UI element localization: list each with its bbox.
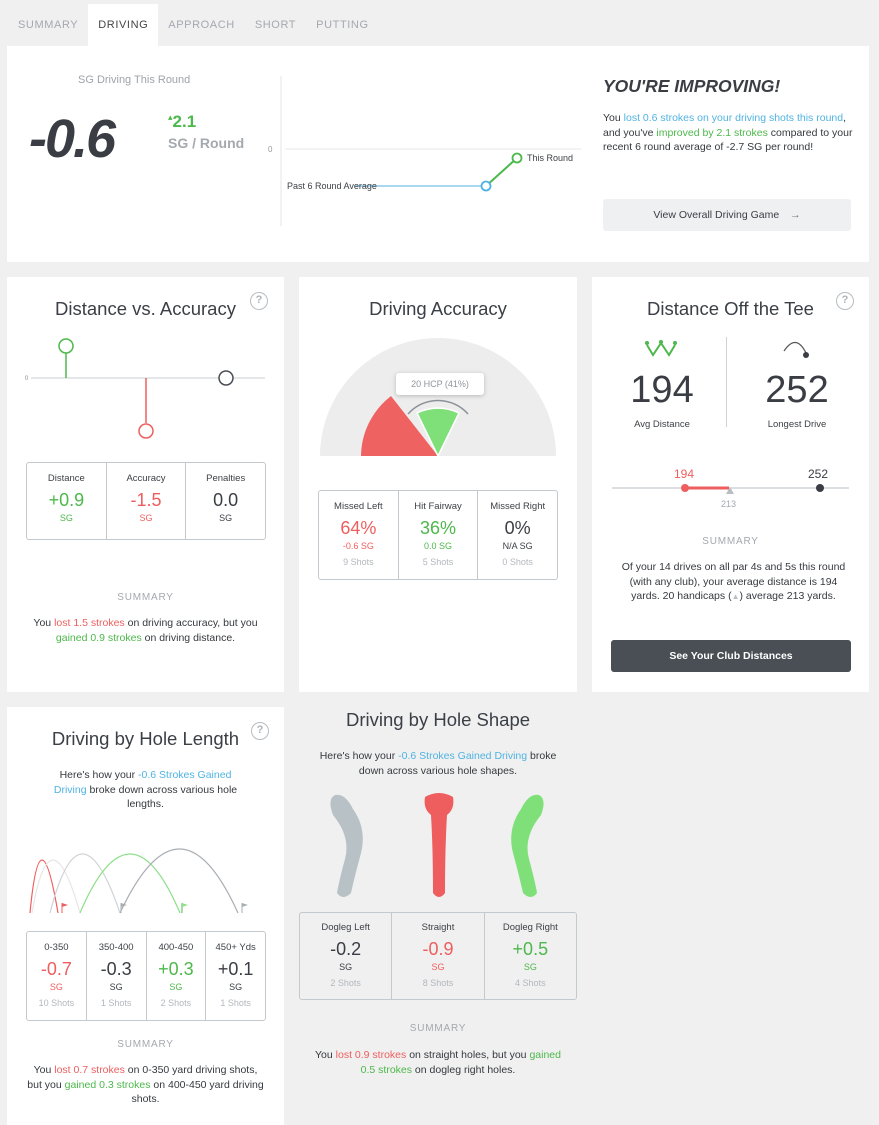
hcp-tooltip: 20 HCP (41%) [396, 373, 484, 395]
distance-accuracy-title: Distance vs. Accuracy [55, 298, 236, 319]
scale-long-label: 252 [808, 467, 829, 481]
stat-dogleg-left: Dogleg Left -0.2 SG 2 Shots [300, 913, 393, 999]
hole-length-arcs [29, 848, 248, 914]
stat-dogleg-right: Dogleg Right +0.5 SG 4 Shots [502, 922, 558, 988]
summary-heading: SUMMARY [409, 1023, 467, 1034]
avg-distance-value: 194 [630, 369, 694, 411]
hero-change: ▴2.1 [168, 112, 196, 132]
stat-missed-right: Missed Right 0% N/A SG 0 Shots [490, 501, 546, 567]
dogleg-right-shape [511, 794, 544, 897]
hero-msg-lost: lost 0.6 strokes on your driving shots t… [623, 112, 844, 124]
hero-headline: YOU'RE IMPROVING! [603, 76, 781, 96]
axis-zero-label: 0 [25, 376, 29, 382]
stat-length-350-400: 350-400 -0.3 SG 1 Shots [87, 932, 147, 1020]
help-icon[interactable]: ? [250, 292, 268, 310]
distance-tee-card: Distance Off the Tee ? 194 Avg Distance … [592, 277, 869, 692]
stat-straight: Straight -0.9 SG 8 Shots [392, 913, 485, 999]
stat-penalties: Penalties 0.0 SG [206, 473, 246, 523]
help-icon[interactable]: ? [836, 292, 854, 310]
crown-icon [645, 340, 677, 357]
hero-card: SG Driving This Round -0.6 ▴2.1 SG / Rou… [7, 46, 869, 262]
distance-accuracy-stats: Distance +0.9 SG Accuracy -1.5 SG Penalt… [26, 462, 266, 540]
hero-message: You lost 0.6 strokes on your driving sho… [603, 112, 853, 153]
summary-heading: SUMMARY [117, 592, 174, 603]
arrow-right-icon: → [790, 209, 801, 221]
hole-shape-section: Driving by Hole Shape Here's how your -0… [299, 707, 577, 1125]
hero-label: SG Driving This Round [78, 74, 191, 86]
hole-shape-title: Driving by Hole Shape [345, 709, 531, 730]
longest-drive-label: Longest Drive [767, 419, 827, 430]
hole-length-title: Driving by Hole Length [51, 728, 240, 749]
stat-length-400-450: 400-450 +0.3 SG 2 Shots [147, 932, 207, 1020]
summary-heading: SUMMARY [117, 1039, 174, 1050]
scale-hcp-label: 213 [721, 499, 737, 509]
stat-accuracy: Accuracy -1.5 SG [107, 463, 187, 539]
summary-text: You lost 0.9 strokes on straight holes, … [315, 1049, 561, 1076]
past-average-label: Past 6 Round Average [287, 181, 377, 191]
help-icon[interactable]: ? [251, 722, 269, 740]
hero-change-value: 2.1 [172, 112, 197, 131]
accuracy-sg-point [138, 423, 154, 439]
stat-missed-left: Missed Left 64% -0.6 SG 9 Shots [319, 491, 399, 579]
stat-length-450-plus: 450+ Yds +0.1 SG 1 Shots [215, 942, 256, 1008]
dogleg-left-shape [330, 794, 363, 897]
ball-flight-icon [783, 341, 809, 358]
summary-heading: SUMMARY [702, 536, 759, 547]
driving-accuracy-stats: Missed Left 64% -0.6 SG 9 Shots Hit Fair… [318, 490, 558, 580]
hero-msg-improved: improved by 2.1 strokes [656, 126, 768, 139]
hero-value: -0.6 [29, 109, 116, 169]
up-arrow-icon: ▴ [168, 112, 173, 122]
tab-approach[interactable]: APPROACH [168, 19, 235, 31]
hole-length-intro: Here's how your -0.6 Strokes Gained Driv… [53, 769, 238, 810]
view-driving-game-button[interactable]: View Overall Driving Game → [603, 199, 851, 231]
hole-shape-icons [330, 793, 544, 897]
hcp-triangle-icon: ▲ [731, 592, 740, 601]
stat-hit-fairway: Hit Fairway 36% 0.0 SG 5 Shots [399, 491, 479, 579]
tab-summary[interactable]: SUMMARY [18, 19, 79, 31]
stat-length-0-350: 0-350 -0.7 SG 10 Shots [27, 932, 87, 1020]
avg-distance-label: Avg Distance [634, 419, 690, 430]
stat-distance: Distance +0.9 SG [27, 463, 107, 539]
hero-change-unit: SG / Round [168, 135, 245, 151]
longest-drive-marker [816, 484, 824, 492]
distance-sg-point [58, 338, 74, 354]
scale-avg-label: 194 [674, 467, 695, 481]
straight-shape [424, 793, 454, 897]
hole-length-stats: 0-350 -0.7 SG 10 Shots 350-400 -0.3 SG 1… [26, 931, 266, 1021]
chart-axis-zero: 0 [268, 145, 273, 154]
distance-tee-title: Distance Off the Tee [647, 298, 814, 319]
driving-accuracy-card: Driving Accuracy 20 HCP (41%) Missed Lef… [299, 277, 577, 692]
divider [726, 337, 727, 427]
club-distances-button[interactable]: See Your Club Distances [611, 640, 851, 672]
past-average-point [480, 180, 492, 192]
summary-text: You lost 1.5 strokes on driving accuracy… [33, 617, 258, 644]
hit-fairway-segment [415, 407, 461, 457]
hole-length-card: Driving by Hole Length ? Here's how your… [7, 707, 284, 1125]
distance-scale [612, 484, 849, 494]
tab-putting[interactable]: PUTTING [316, 19, 369, 31]
tab-driving[interactable]: DRIVING [88, 4, 159, 46]
this-round-point [511, 152, 523, 164]
hole-shape-intro: Here's how your -0.6 Strokes Gained Driv… [319, 750, 557, 777]
hcp-average-marker [726, 487, 734, 494]
driving-accuracy-title: Driving Accuracy [369, 298, 507, 319]
sg-trend-chart: 0 Past 6 Round Average This Round [268, 76, 581, 226]
this-round-label: This Round [527, 153, 573, 163]
distance-accuracy-card: Distance vs. Accuracy ? 0 Distance +0.9 … [7, 277, 284, 692]
penalties-sg-point [218, 370, 234, 386]
avg-distance-marker [681, 484, 689, 492]
tab-bar: SUMMARY DRIVING APPROACH SHORT PUTTING [8, 4, 379, 46]
missed-left-segment [361, 396, 438, 456]
distance-accuracy-chart: 0 [25, 338, 265, 439]
longest-drive-value: 252 [765, 369, 829, 411]
tab-short[interactable]: SHORT [254, 19, 297, 31]
summary-text: You lost 0.7 strokes on 0-350 yard drivi… [27, 1064, 264, 1105]
summary-text: Of your 14 drives on all par 4s and 5s t… [621, 561, 846, 602]
hole-shape-stats: Dogleg Left -0.2 SG 2 Shots Straight -0.… [299, 912, 577, 1000]
